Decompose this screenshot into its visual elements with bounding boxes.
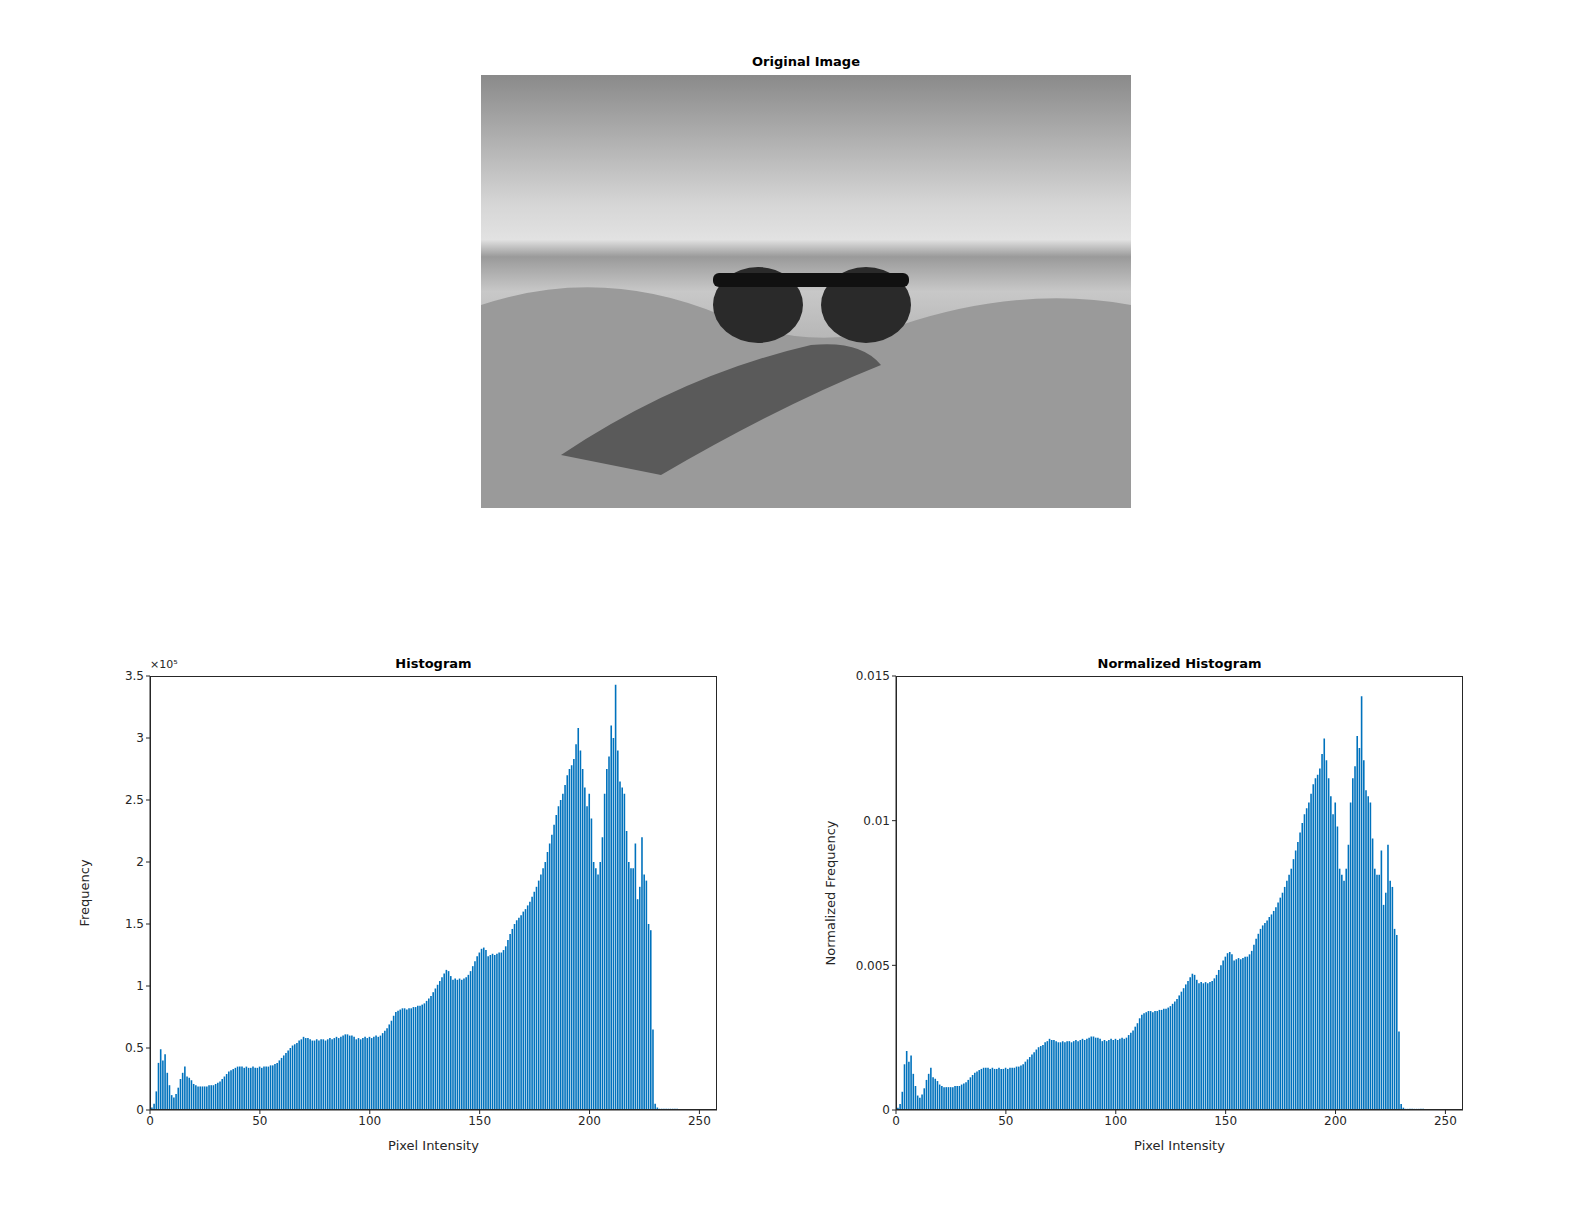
- svg-text:150: 150: [468, 1114, 491, 1128]
- svg-text:200: 200: [578, 1114, 601, 1128]
- svg-text:Pixel Intensity: Pixel Intensity: [1134, 1138, 1225, 1153]
- html-text:Original Image: Original Image: [752, 54, 860, 69]
- svg-text:Frequency: Frequency: [77, 859, 92, 926]
- svg-text:50: 50: [998, 1114, 1013, 1128]
- svg-text:50: 50: [252, 1114, 267, 1128]
- svg-text:0: 0: [882, 1103, 890, 1117]
- html-text:×10⁵: ×10⁵: [150, 658, 178, 671]
- svg-text:0.015: 0.015: [856, 669, 890, 683]
- svg-text:2.5: 2.5: [125, 793, 144, 807]
- svg-text:Pixel Intensity: Pixel Intensity: [388, 1138, 479, 1153]
- svg-text:200: 200: [1324, 1114, 1347, 1128]
- svg-text:0: 0: [136, 1103, 144, 1117]
- svg-text:2: 2: [136, 855, 144, 869]
- svg-text:0: 0: [892, 1114, 900, 1128]
- svg-text:1: 1: [136, 979, 144, 993]
- svg-text:0.01: 0.01: [863, 814, 890, 828]
- svg-text:100: 100: [1104, 1114, 1127, 1128]
- svg-text:3: 3: [136, 731, 144, 745]
- svg-text:1.5: 1.5: [125, 917, 144, 931]
- svg-text:0.005: 0.005: [856, 959, 890, 973]
- svg-text:150: 150: [1214, 1114, 1237, 1128]
- html-text:Histogram: Histogram: [395, 656, 472, 671]
- svg-text:3.5: 3.5: [125, 669, 144, 683]
- svg-text:0: 0: [146, 1114, 154, 1128]
- svg-text:100: 100: [358, 1114, 381, 1128]
- svg-text:250: 250: [688, 1114, 711, 1128]
- svg-text:250: 250: [1434, 1114, 1457, 1128]
- svg-text:0.5: 0.5: [125, 1041, 144, 1055]
- html-text:Normalized Histogram: Normalized Histogram: [1097, 656, 1262, 671]
- svg-text:Normalized Frequency: Normalized Frequency: [823, 820, 838, 965]
